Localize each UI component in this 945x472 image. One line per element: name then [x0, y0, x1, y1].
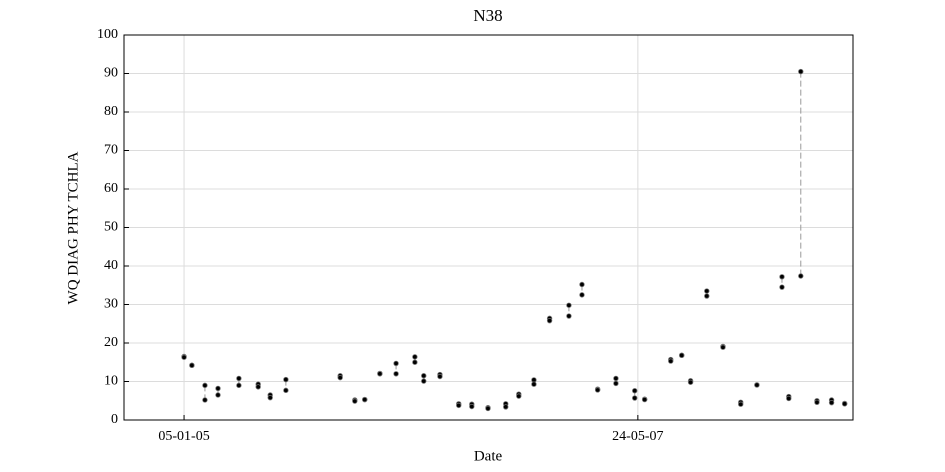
data-point: [283, 376, 289, 383]
y-tick-label: 90: [104, 66, 118, 81]
data-point: [421, 373, 427, 379]
data-point: [798, 68, 804, 75]
data-point: [566, 302, 572, 308]
y-tick-label: 70: [104, 143, 118, 158]
y-tick-label: 60: [104, 181, 118, 196]
data-point: [613, 380, 619, 387]
data-point: [704, 288, 710, 294]
data-point: [283, 387, 289, 394]
y-tick-label: 0: [111, 412, 118, 427]
data-point: [485, 405, 491, 412]
y-tick-label: 40: [104, 258, 118, 273]
data-point: [828, 399, 835, 406]
data-point: [393, 360, 399, 367]
data-point: [352, 398, 358, 404]
y-tick-label: 20: [104, 335, 118, 350]
data-point: [215, 385, 221, 392]
data-point: [798, 273, 804, 279]
data-point: [202, 397, 208, 403]
data-point: [738, 401, 744, 407]
data-point: [181, 354, 187, 360]
data-point: [236, 382, 242, 389]
x-tick-label: 24-05-07: [612, 429, 663, 444]
y-tick-label: 50: [104, 220, 118, 235]
data-point: [632, 395, 638, 401]
data-point: [814, 399, 820, 405]
data-point: [267, 394, 273, 401]
data-point: [362, 396, 368, 403]
chart-title: N38: [473, 6, 502, 25]
data-point: [189, 362, 195, 369]
data-point: [202, 382, 208, 389]
data-point: [687, 379, 694, 385]
data-point: [679, 352, 685, 359]
data-point: [613, 375, 619, 382]
data-point: [255, 384, 261, 390]
data-point: [786, 395, 792, 402]
x-tick-label: 05-01-05: [158, 429, 209, 444]
data-point: [720, 344, 726, 350]
data-point: [632, 388, 638, 394]
data-point: [456, 402, 462, 409]
data-point: [779, 274, 785, 280]
data-point: [393, 371, 399, 377]
data-point: [566, 313, 572, 319]
data-point: [841, 401, 848, 407]
data-point: [754, 382, 760, 388]
data-point: [337, 374, 343, 381]
data-point: [412, 354, 418, 360]
data-point: [779, 284, 785, 290]
data-point: [469, 403, 475, 410]
data-point: [668, 358, 674, 364]
data-point: [546, 317, 553, 324]
data-point: [516, 393, 522, 399]
data-point: [579, 281, 585, 288]
data-point: [503, 404, 509, 410]
data-point: [531, 381, 537, 387]
data-point: [236, 375, 242, 382]
data-point: [704, 293, 710, 299]
y-axis-label: WQ DIAG PHY TCHLA: [65, 151, 81, 304]
data-point: [412, 359, 418, 365]
data-point: [215, 392, 221, 398]
y-tick-label: 100: [97, 27, 118, 42]
y-tick-label: 80: [104, 104, 118, 119]
data-point: [579, 292, 585, 298]
data-point: [421, 378, 427, 384]
y-tick-label: 10: [104, 374, 118, 389]
data-point: [377, 371, 383, 377]
x-axis-label: Date: [474, 448, 503, 464]
y-tick-label: 30: [104, 297, 118, 312]
data-point: [594, 387, 601, 393]
data-point: [641, 396, 648, 403]
data-point: [437, 373, 443, 380]
